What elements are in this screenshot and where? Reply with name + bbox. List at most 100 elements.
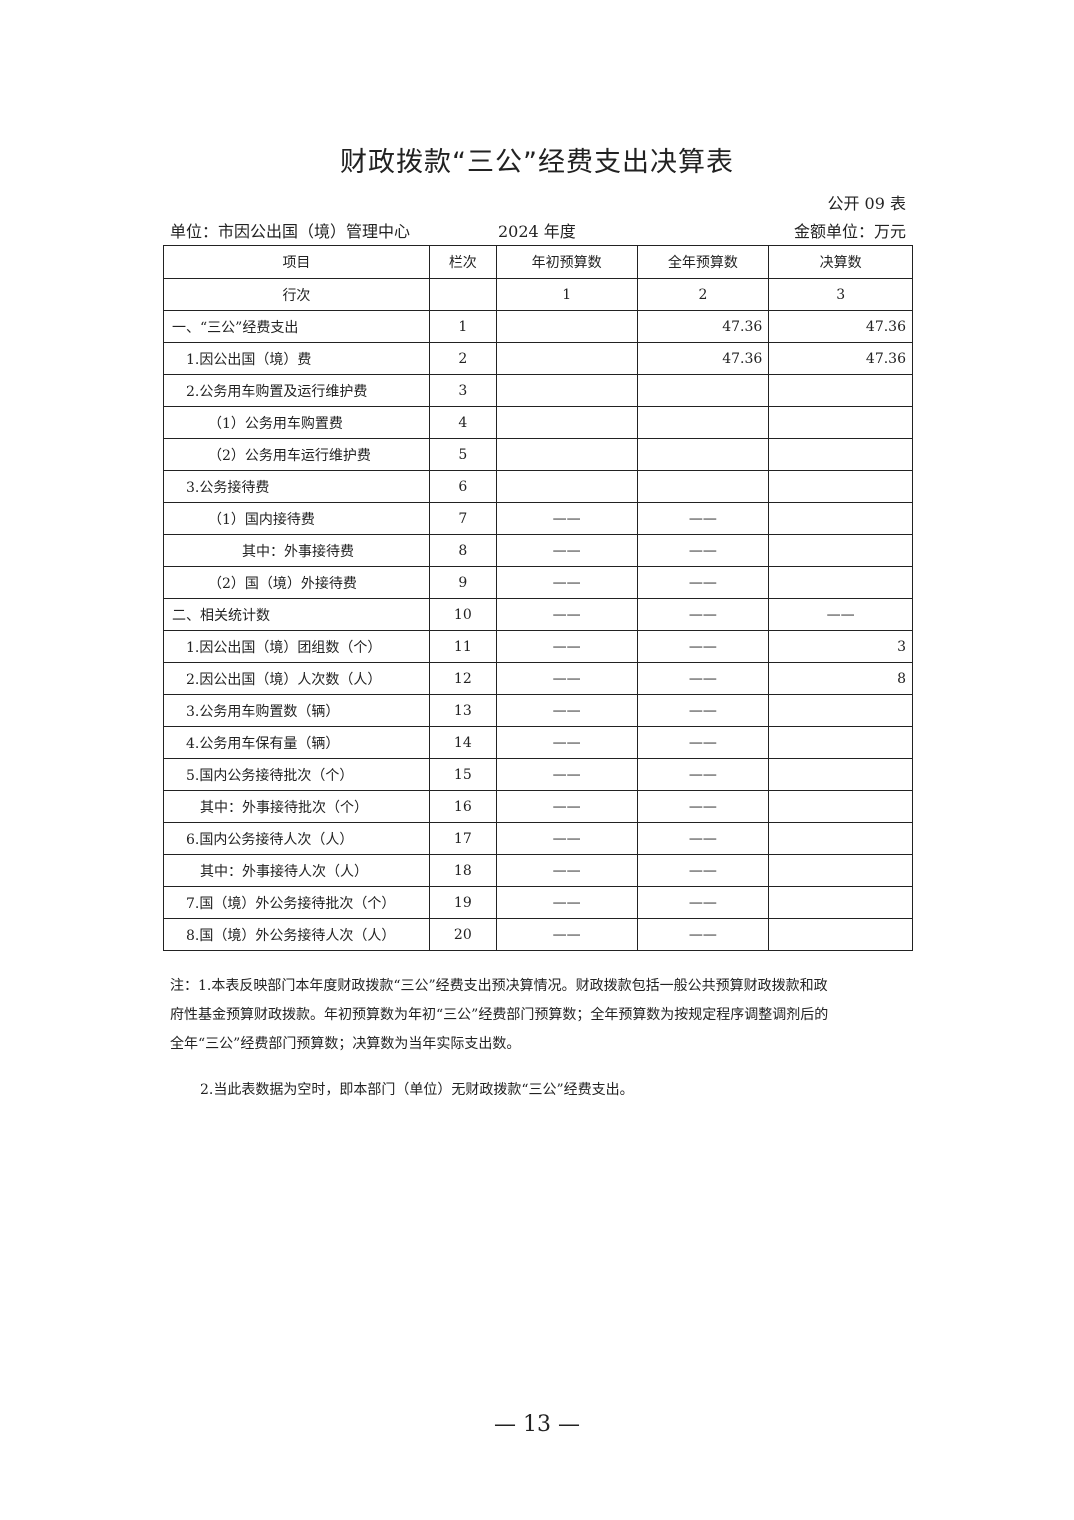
row-column-no: 4: [428, 406, 497, 439]
row-label: 3.公务接待费: [163, 470, 430, 503]
initial-budget-cell: [495, 374, 638, 407]
row-column-no: 14: [428, 726, 497, 759]
page-title: 财政拨款“三公”经费支出决算表: [340, 147, 734, 178]
final-account-cell: [768, 886, 913, 919]
initial-budget-cell: [495, 470, 638, 503]
initial-budget-cell: [495, 310, 638, 343]
row-label: 1.因公出国（境）费: [163, 342, 430, 375]
full-year-budget-cell: ——: [636, 630, 770, 663]
initial-budget-cell: ——: [495, 854, 638, 887]
index-cell: [428, 278, 497, 311]
full-year-budget-cell: ——: [636, 918, 770, 951]
full-year-budget-cell: ——: [636, 566, 770, 599]
index-cell: 3: [768, 278, 913, 311]
row-column-no: 18: [428, 854, 497, 887]
row-label: 7.国（境）外公务接待批次（个）: [163, 886, 430, 919]
full-year-budget-cell: ——: [636, 726, 770, 759]
table-row: 2.因公出国（境）人次数（人） 12 —— —— 8: [163, 662, 913, 695]
final-account-cell: [768, 790, 913, 823]
full-year-budget-cell: ——: [636, 886, 770, 919]
table-row: 1.因公出国（境）费 2 47.36 47.36: [163, 342, 913, 375]
table-row: 3.公务接待费 6: [163, 470, 913, 503]
header-item: 项目: [163, 245, 430, 279]
row-column-no: 16: [428, 790, 497, 823]
row-label: 2.因公出国（境）人次数（人）: [163, 662, 430, 695]
initial-budget-cell: ——: [495, 566, 638, 599]
final-account-cell: [768, 854, 913, 887]
row-column-no: 20: [428, 918, 497, 951]
final-account-cell: [768, 438, 913, 471]
header-column-no: 栏次: [428, 245, 497, 279]
full-year-budget-cell: ——: [636, 502, 770, 535]
row-label: 3.公务用车购置数（辆）: [163, 694, 430, 727]
row-column-no: 19: [428, 886, 497, 919]
initial-budget-cell: ——: [495, 790, 638, 823]
row-column-no: 15: [428, 758, 497, 791]
expenditure-table: 项目 栏次 年初预算数 全年预算数 决算数 行次 1 2 3 一、“三公”经费支…: [163, 245, 913, 951]
row-label: （1）公务用车购置费: [163, 406, 430, 439]
full-year-budget-cell: ——: [636, 534, 770, 567]
initial-budget-cell: ——: [495, 918, 638, 951]
row-column-no: 17: [428, 822, 497, 855]
full-year-budget-cell: ——: [636, 758, 770, 791]
row-label: （1）国内接待费: [163, 502, 430, 535]
initial-budget-cell: ——: [495, 662, 638, 695]
full-year-budget-cell: 47.36: [636, 342, 770, 375]
full-year-budget-cell: ——: [636, 790, 770, 823]
final-account-cell: 3: [768, 630, 913, 663]
full-year-budget-cell: ——: [636, 598, 770, 631]
notes: 注：1.本表反映部门本年度财政拨款“三公”经费支出预决算情况。财政拨款包括一般公…: [170, 972, 912, 1105]
row-column-no: 8: [428, 534, 497, 567]
row-label: 其中：外事接待费: [163, 534, 430, 567]
initial-budget-cell: ——: [495, 726, 638, 759]
initial-budget-cell: ——: [495, 758, 638, 791]
row-label: 2.公务用车购置及运行维护费: [163, 374, 430, 407]
initial-budget-cell: ——: [495, 630, 638, 663]
full-year-budget-cell: [636, 374, 770, 407]
table-row: 其中：外事接待批次（个） 16 —— ——: [163, 790, 913, 823]
header-full-year-budget: 全年预算数: [636, 245, 770, 279]
header-final-account: 决算数: [768, 245, 913, 279]
table-row: 7.国（境）外公务接待批次（个） 19 —— ——: [163, 886, 913, 919]
initial-budget-cell: ——: [495, 534, 638, 567]
row-column-no: 12: [428, 662, 497, 695]
row-label: 二、相关统计数: [163, 598, 430, 631]
page-number: — 13 —: [494, 1412, 580, 1437]
initial-budget-cell: [495, 406, 638, 439]
header-initial-budget: 年初预算数: [495, 245, 638, 279]
initial-budget-cell: ——: [495, 822, 638, 855]
note-1-line: 府性基金预算财政拨款。年初预算数为年初“三公”经费部门预算数；全年预算数为按规定…: [170, 1007, 829, 1023]
row-column-no: 1: [428, 310, 497, 343]
table-row: 3.公务用车购置数（辆） 13 —— ——: [163, 694, 913, 727]
table-row: 2.公务用车购置及运行维护费 3: [163, 374, 913, 407]
row-column-no: 3: [428, 374, 497, 407]
table-row: 其中：外事接待费 8 —— ——: [163, 534, 913, 567]
full-year-budget-cell: ——: [636, 822, 770, 855]
table-row: 其中：外事接待人次（人） 18 —— ——: [163, 854, 913, 887]
final-account-cell: ——: [768, 598, 913, 631]
full-year-budget-cell: [636, 406, 770, 439]
table-row: 4.公务用车保有量（辆） 14 —— ——: [163, 726, 913, 759]
final-account-cell: 47.36: [768, 310, 913, 343]
table-row: （1）公务用车购置费 4: [163, 406, 913, 439]
final-account-cell: [768, 374, 913, 407]
note-1-line: 全年“三公”经费部门预算数；决算数为当年实际支出数。: [170, 1036, 521, 1052]
initial-budget-cell: ——: [495, 886, 638, 919]
full-year-budget-cell: ——: [636, 662, 770, 695]
initial-budget-cell: ——: [495, 598, 638, 631]
money-unit: 金额单位：万元: [793, 222, 906, 241]
row-label: 6.国内公务接待人次（人）: [163, 822, 430, 855]
table-row: 6.国内公务接待人次（人） 17 —— ——: [163, 822, 913, 855]
final-account-cell: [768, 918, 913, 951]
full-year-budget-cell: ——: [636, 694, 770, 727]
table-row: 二、相关统计数 10 —— —— ——: [163, 598, 913, 631]
fiscal-year: 2024 年度: [498, 222, 576, 241]
row-label: 8.国（境）外公务接待人次（人）: [163, 918, 430, 951]
row-column-no: 6: [428, 470, 497, 503]
full-year-budget-cell: [636, 438, 770, 471]
full-year-budget-cell: ——: [636, 854, 770, 887]
table-row: （2）公务用车运行维护费 5: [163, 438, 913, 471]
row-label: （2）公务用车运行维护费: [163, 438, 430, 471]
table-row: 5.国内公务接待批次（个） 15 —— ——: [163, 758, 913, 791]
final-account-cell: [768, 502, 913, 535]
